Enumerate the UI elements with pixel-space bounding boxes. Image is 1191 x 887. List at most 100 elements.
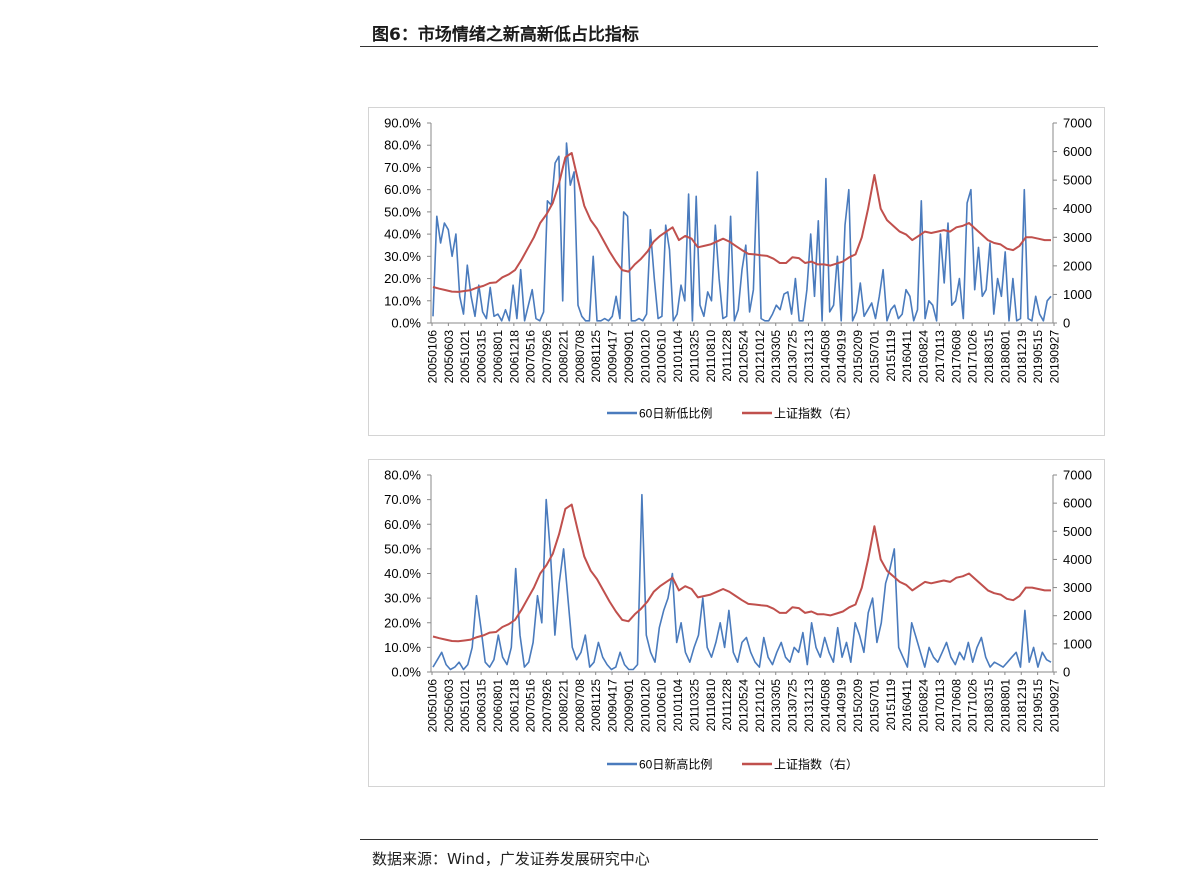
x-tick-label: 20160411: [900, 330, 914, 383]
x-tick-label: 20050603: [442, 330, 456, 384]
x-tick-label: 20190515: [1031, 679, 1045, 733]
left-tick-label: 50.0%: [384, 204, 421, 219]
x-tick-label: 20150209: [851, 679, 865, 733]
right-tick-label: 2000: [1063, 258, 1092, 273]
x-tick-label: 20171026: [966, 679, 980, 733]
x-tick-label: 20160824: [917, 679, 931, 733]
figure-title: 图6：市场情绪之新高新低占比指标: [372, 25, 639, 45]
x-tick-label: 20150209: [851, 330, 865, 384]
new-high-chart-svg: 0.0% 10.0% 20.0% 30.0% 40.0% 50.0% 60.0% 70.0% 8…: [384, 468, 1092, 772]
x-tick-label: 20131213: [802, 330, 816, 384]
x-tick-label: 20130725: [786, 679, 800, 733]
x-tick-label: 20101104: [671, 679, 685, 732]
index-series-line: [432, 152, 1051, 293]
source-rule: [360, 839, 1098, 840]
x-tick-label: 20051021: [458, 330, 472, 384]
x-tick-label: 20070516: [524, 679, 538, 733]
left-tick-label: 90.0%: [384, 116, 421, 131]
x-tick-label: 20151119: [884, 330, 898, 382]
left-tick-label: 10.0%: [384, 293, 421, 308]
x-tick-label: 20120524: [737, 679, 751, 733]
x-tick-label: 20171026: [966, 330, 980, 384]
left-tick-label: 50.0%: [384, 541, 421, 556]
right-tick-label: 4000: [1063, 201, 1092, 216]
x-tick-label: 20070516: [524, 330, 538, 384]
right-tick-label: 6000: [1063, 144, 1092, 159]
x-tick-label: 20061218: [507, 330, 521, 384]
x-tick-label: 20140508: [818, 330, 832, 384]
x-tick-label: 20190515: [1031, 330, 1045, 384]
left-tick-label: 80.0%: [384, 468, 421, 483]
right-tick-label: 1000: [1063, 287, 1092, 302]
left-tick-label: 70.0%: [384, 492, 421, 507]
x-tick-label: 20080708: [573, 679, 587, 733]
x-tick-label: 20120524: [737, 330, 751, 384]
right-tick-label: 0: [1063, 665, 1070, 680]
left-tick-label: 30.0%: [384, 591, 421, 606]
x-tick-label: 20100610: [655, 679, 669, 733]
x-tick-label: 20121012: [753, 679, 767, 733]
x-tick-label: 20050106: [426, 330, 440, 384]
right-tick-label: 3000: [1063, 230, 1092, 245]
right-tick-label: 4000: [1063, 552, 1092, 567]
x-tick-label: 20181219: [1015, 330, 1029, 384]
x-tick-label: 20050603: [442, 679, 456, 733]
x-tick-label: 20060801: [491, 330, 505, 384]
right-tick-label: 6000: [1063, 496, 1092, 511]
legend-label: 60日新低比例: [639, 406, 712, 421]
x-tick-label: 20170113: [933, 679, 947, 732]
x-tick-label: 20110810: [704, 330, 718, 383]
left-tick-label: 30.0%: [384, 249, 421, 264]
x-tick-label: 20110325: [687, 679, 701, 732]
right-tick-label: 5000: [1063, 524, 1092, 539]
x-tick-label: 20160824: [917, 330, 931, 384]
ratio-series-line: [432, 493, 1052, 671]
x-tick-label: 20180801: [998, 330, 1012, 384]
right-tick-label: 7000: [1063, 116, 1092, 131]
x-tick-label: 20060801: [491, 679, 505, 733]
x-tick-label: 20140919: [835, 330, 849, 384]
left-tick-label: 40.0%: [384, 227, 421, 242]
x-tick-label: 20121012: [753, 330, 767, 384]
x-tick-label: 20190927: [1048, 330, 1062, 384]
x-tick-label: 20151119: [884, 679, 898, 731]
legend-label: 60日新高比例: [639, 757, 712, 772]
x-tick-label: 20150701: [867, 330, 881, 384]
x-tick-label: 20160411: [900, 679, 914, 732]
left-tick-label: 60.0%: [384, 517, 421, 532]
x-tick-label: 20140919: [835, 679, 849, 733]
right-tick-label: 0: [1063, 316, 1070, 331]
left-tick-label: 20.0%: [384, 271, 421, 286]
left-tick-label: 20.0%: [384, 615, 421, 630]
x-tick-label: 20100120: [638, 330, 652, 384]
x-tick-label: 20180801: [998, 679, 1012, 733]
ratio-series-line: [432, 142, 1052, 322]
x-tick-label: 20090417: [606, 330, 620, 384]
legend-label: 上证指数（右）: [774, 757, 858, 772]
left-tick-label: 60.0%: [384, 182, 421, 197]
right-tick-label: 1000: [1063, 636, 1092, 651]
x-tick-label: 20100120: [638, 679, 652, 733]
x-tick-label: 20090901: [622, 330, 636, 384]
x-tick-label: 20090901: [622, 679, 636, 733]
x-tick-label: 20081125: [589, 330, 603, 383]
right-tick-label: 7000: [1063, 468, 1092, 483]
x-tick-label: 20131213: [802, 679, 816, 733]
left-tick-label: 0.0%: [391, 316, 421, 331]
index-series-line: [432, 503, 1051, 643]
x-tick-label: 20061218: [507, 679, 521, 733]
x-tick-label: 20111228: [720, 330, 734, 382]
x-tick-label: 20050106: [426, 679, 440, 733]
x-tick-label: 20130725: [786, 330, 800, 384]
x-tick-label: 20080221: [556, 679, 570, 733]
left-tick-label: 10.0%: [384, 640, 421, 655]
x-tick-label: 20110810: [704, 679, 718, 732]
left-tick-label: 40.0%: [384, 566, 421, 581]
x-tick-label: 20170608: [949, 679, 963, 733]
x-tick-label: 20110325: [687, 330, 701, 383]
x-tick-label: 20070926: [540, 330, 554, 384]
x-tick-label: 20060315: [475, 330, 489, 384]
left-tick-label: 70.0%: [384, 160, 421, 175]
right-tick-label: 5000: [1063, 173, 1092, 188]
x-tick-label: 20150701: [867, 679, 881, 733]
